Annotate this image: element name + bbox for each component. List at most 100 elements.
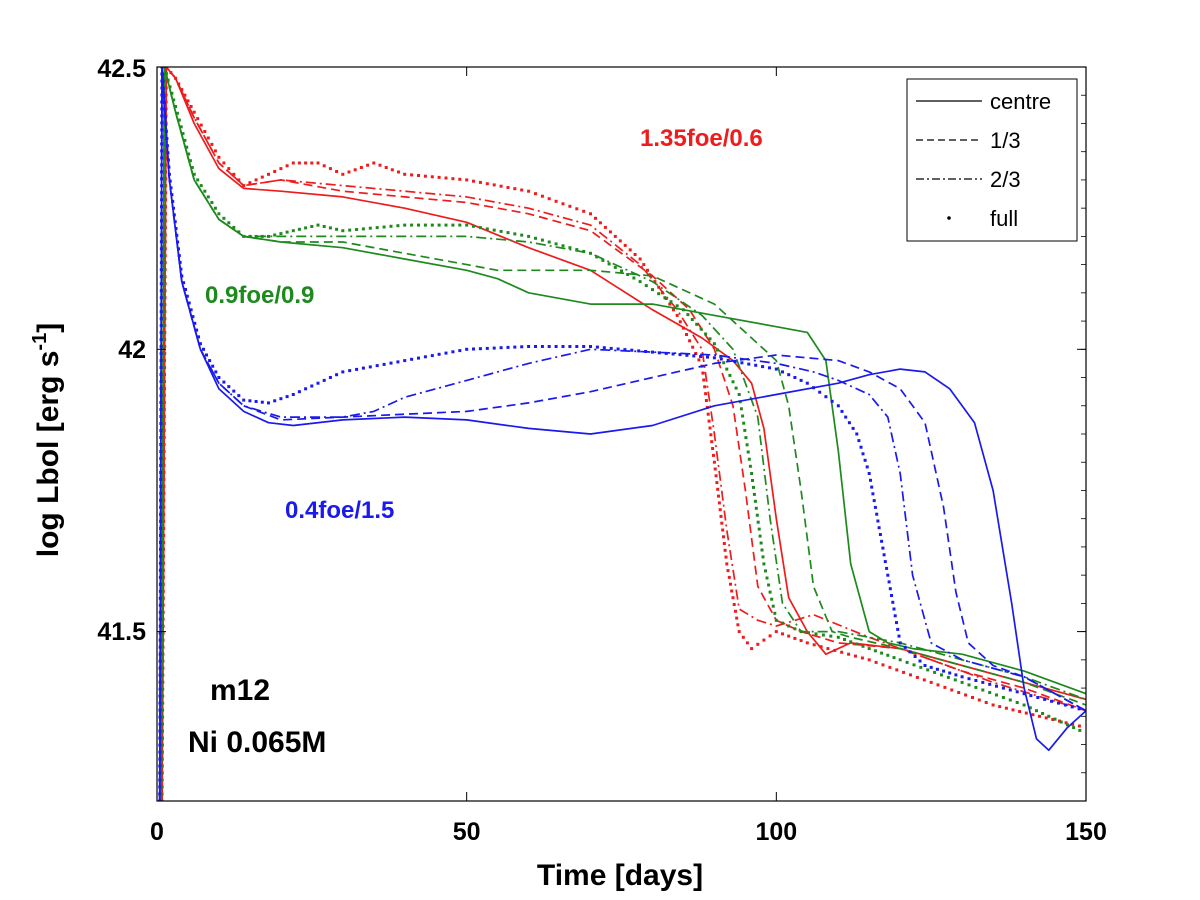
data-point-ee1c1c — [735, 616, 739, 620]
data-point-1e8a1e — [368, 226, 372, 230]
data-point-1e8a1e — [160, 540, 164, 544]
data-point-1a1aee — [162, 94, 166, 98]
data-point-1a1aee — [159, 512, 163, 516]
data-point-ee1c1c — [437, 175, 441, 179]
data-point-1e8a1e — [607, 262, 611, 266]
data-point-ee1c1c — [716, 487, 720, 491]
data-point-1a1aee — [1036, 696, 1040, 699]
data-point-ee1c1c — [163, 289, 167, 293]
data-point-1a1aee — [865, 465, 869, 469]
data-point-1a1aee — [895, 621, 898, 625]
data-point-1a1aee — [882, 553, 886, 557]
data-point-1a1aee — [847, 421, 851, 425]
data-point-1e8a1e — [161, 436, 165, 439]
minor-ticks — [1081, 66, 1086, 802]
data-point-1e8a1e — [814, 632, 818, 636]
data-point-1a1aee — [158, 582, 162, 586]
data-point-1e8a1e — [160, 561, 164, 565]
data-point-1a1aee — [492, 346, 496, 350]
data-point-ee1c1c — [725, 562, 729, 566]
data-point-1a1aee — [875, 512, 879, 516]
data-point-1a1aee — [158, 750, 162, 754]
data-point-1e8a1e — [162, 191, 166, 195]
data-point-1a1aee — [175, 233, 179, 237]
data-point-ee1c1c — [712, 453, 715, 457]
data-point-1a1aee — [159, 484, 163, 488]
x-tick-label: 0 — [150, 818, 164, 846]
data-point-1e8a1e — [162, 198, 166, 202]
data-point-1e8a1e — [745, 443, 749, 447]
data-point-1e8a1e — [160, 631, 164, 635]
data-point-1e8a1e — [162, 170, 166, 174]
data-point-1e8a1e — [744, 436, 748, 440]
data-point-ee1c1c — [177, 82, 181, 86]
data-point-1a1aee — [158, 561, 162, 565]
data-point-1a1aee — [506, 345, 510, 349]
data-point-1a1aee — [995, 684, 998, 688]
data-point-1a1aee — [375, 364, 379, 368]
data-point-1e8a1e — [417, 223, 420, 227]
data-point-1e8a1e — [731, 380, 735, 384]
data-point-1a1aee — [160, 163, 164, 167]
data-point-1e8a1e — [758, 534, 762, 538]
data-point-1a1aee — [840, 409, 844, 413]
legend-label: 1/3 — [990, 128, 1021, 153]
data-point-1a1aee — [158, 659, 162, 663]
data-point-1a1aee — [160, 149, 164, 153]
data-point-1e8a1e — [162, 205, 166, 209]
data-point-1e8a1e — [644, 284, 648, 288]
data-point-1e8a1e — [160, 652, 164, 656]
data-point-1a1aee — [193, 321, 197, 325]
data-point-1a1aee — [671, 352, 675, 356]
data-point-1a1aee — [781, 370, 784, 374]
data-point-ee1c1c — [833, 648, 837, 652]
data-point-1a1aee — [341, 370, 345, 374]
data-point-1a1aee — [158, 771, 162, 775]
model-annotation: m12 — [210, 674, 270, 707]
data-point-1a1aee — [929, 665, 933, 669]
data-point-1e8a1e — [199, 184, 203, 188]
data-point-1a1aee — [499, 346, 503, 350]
data-point-ee1c1c — [417, 174, 420, 177]
data-point-1e8a1e — [722, 361, 726, 365]
data-point-1a1aee — [355, 367, 359, 371]
data-point-ee1c1c — [203, 130, 207, 133]
data-point-1a1aee — [273, 399, 277, 403]
legend-label: centre — [990, 89, 1051, 114]
data-point-1a1aee — [159, 457, 163, 460]
data-point-1e8a1e — [161, 498, 164, 502]
data-point-ee1c1c — [164, 212, 167, 216]
data-point-1e8a1e — [1053, 717, 1057, 721]
data-point-1a1aee — [726, 358, 730, 362]
data-point-1e8a1e — [534, 236, 537, 240]
data-point-1a1aee — [981, 680, 985, 684]
data-point-1a1aee — [1043, 697, 1047, 701]
data-point-1a1aee — [160, 219, 163, 223]
data-point-1a1aee — [430, 354, 434, 358]
data-point-ee1c1c — [704, 399, 708, 402]
data-point-1a1aee — [871, 492, 875, 496]
data-point-1e8a1e — [793, 627, 797, 631]
data-point-1e8a1e — [161, 331, 165, 335]
data-point-ee1c1c — [164, 93, 168, 97]
data-point-1e8a1e — [161, 491, 164, 495]
data-point-1a1aee — [158, 729, 162, 733]
data-point-ee1c1c — [254, 178, 258, 182]
data-point-1a1aee — [886, 573, 890, 577]
data-point-1e8a1e — [728, 373, 732, 377]
data-point-1a1aee — [159, 443, 163, 446]
data-point-ee1c1c — [217, 155, 221, 159]
data-point-ee1c1c — [608, 230, 612, 234]
data-point-1a1aee — [857, 439, 861, 443]
data-point-1a1aee — [335, 373, 339, 377]
data-point-1a1aee — [787, 373, 791, 377]
data-point-1e8a1e — [752, 485, 755, 489]
data-point-1a1aee — [602, 346, 606, 350]
data-point-ee1c1c — [163, 233, 167, 237]
data-point-ee1c1c — [163, 282, 167, 286]
data-point-1a1aee — [159, 554, 162, 558]
data-point-1e8a1e — [162, 163, 166, 167]
data-point-ee1c1c — [499, 184, 503, 188]
data-point-1a1aee — [159, 505, 163, 509]
data-point-1a1aee — [159, 331, 163, 335]
